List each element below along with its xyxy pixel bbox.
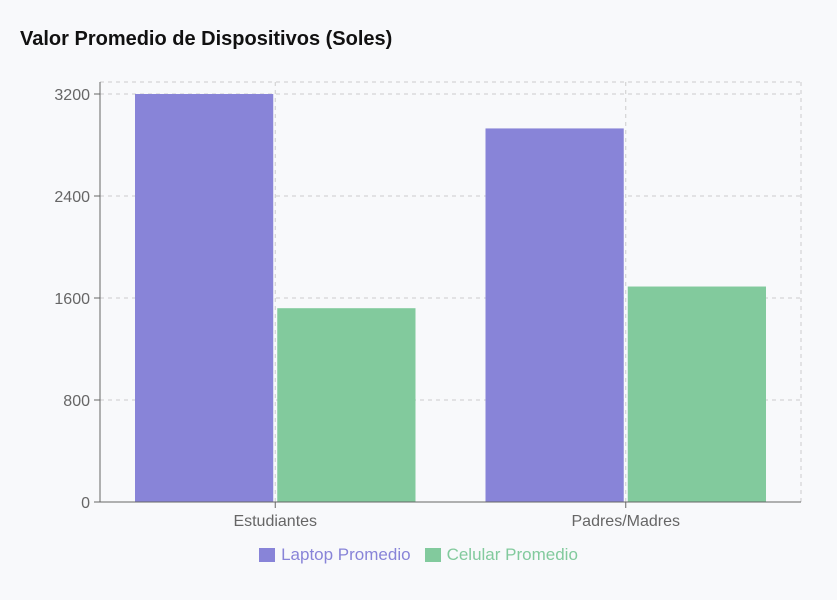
axes [94,82,801,508]
y-tick-label: 0 [81,495,90,512]
y-tick-label: 2400 [54,189,90,206]
legend-label: Celular Promedio [446,545,578,564]
legend-item-laptop-promedio[interactable]: Laptop Promedio [259,545,411,565]
x-tick-label: Padres/Madres [572,513,681,530]
legend-swatch [259,548,276,562]
bar-celular-promedio-padres-madres[interactable] [627,286,766,502]
x-tick-label: Estudiantes [233,513,317,530]
tick-labels: 0 800 1600 2400 3200 Estudiantes Padres/Madres [54,87,680,530]
legend-swatch [424,548,441,562]
legend-label: Laptop Promedio [281,545,411,564]
bar-laptop-promedio-estudiantes[interactable] [135,94,274,502]
legend-item-celular-promedio[interactable]: Celular Promedio [424,545,578,565]
bars [135,94,766,503]
chart-title: Valor Promedio de Dispositivos (Soles) [20,28,393,50]
y-tick-label: 1600 [54,291,90,308]
y-tick-label: 3200 [54,87,90,104]
y-tick-label: 800 [63,393,90,410]
bar-laptop-promedio-padres-madres[interactable] [485,128,624,503]
bar-celular-promedio-estudiantes[interactable] [277,308,416,502]
bar-chart: 0 800 1600 2400 3200 Estudiantes Padres/Madres [54,81,802,530]
legend: Laptop Promedio Celular Promedio [0,545,837,565]
